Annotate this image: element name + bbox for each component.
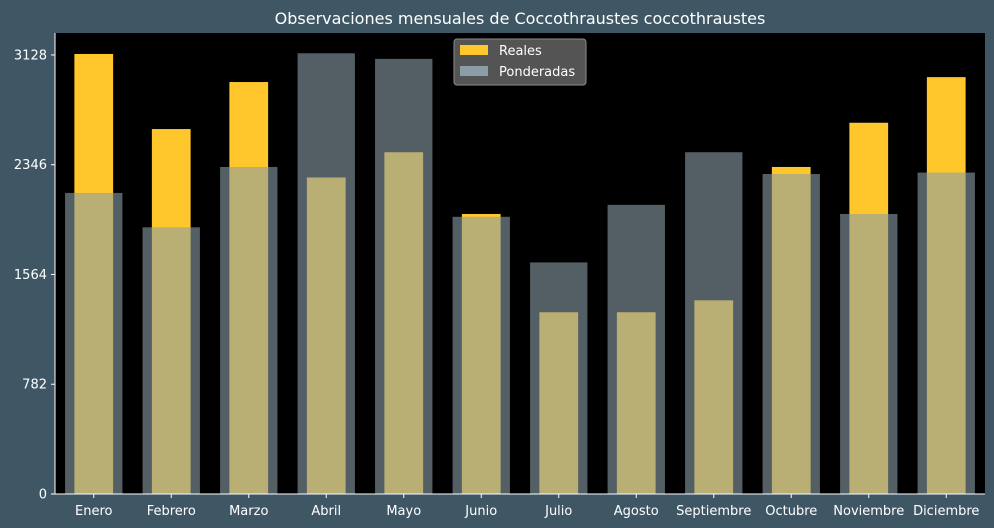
x-tick-label-6: Julio [544,504,572,519]
y-tick-label-1: 782 [22,378,47,393]
bar-ponderadas-0 [65,192,123,494]
plot-area [55,33,985,494]
bar-ponderadas-9 [762,173,820,494]
legend-swatch-ponderadas [460,66,488,76]
legend-label-reales: Reales [499,44,542,59]
axes: 0 782 1564 2346 3128 Enero Febrero Marzo Abril Ma… [14,33,985,519]
bar-ponderadas-11 [917,172,975,495]
chart-title: Observaciones mensuales de Coccothrauste… [275,9,766,28]
y-tick-label-3: 2346 [14,158,47,173]
y-tick-label-4: 3128 [14,48,47,63]
x-tick-label-9: Octubre [765,504,817,519]
x-tick-label-5: Junio [464,504,497,519]
bar-ponderadas-2 [220,166,278,494]
bar-ponderadas-6 [530,262,588,494]
x-tick-label-1: Febrero [147,504,196,519]
bar-ponderadas-4 [375,58,433,494]
bar-ponderadas-3 [297,53,355,494]
legend-label-ponderadas: Ponderadas [499,65,575,80]
x-tick-label-4: Mayo [386,504,421,519]
bar-ponderadas-5 [452,216,510,494]
x-tick-label-3: Abril [311,504,341,519]
bar-ponderadas-7 [607,204,665,494]
x-tick-label-11: Diciembre [913,504,979,519]
ponderadas-bars [65,53,975,495]
legend: Reales Ponderadas [453,38,587,86]
bar-ponderadas-10 [840,213,898,494]
bar-ponderadas-1 [142,227,200,494]
x-tick-label-7: Agosto [614,504,659,519]
x-tick-label-8: Septiembre [676,504,751,519]
legend-swatch-reales [460,45,488,55]
x-tick-label-0: Enero [75,504,113,519]
bar-ponderadas-8 [685,152,743,494]
x-tick-label-10: Noviembre [833,504,904,519]
y-tick-label-0: 0 [39,488,47,503]
x-tick-label-2: Marzo [229,504,268,519]
y-tick-label-2: 1564 [14,268,47,283]
